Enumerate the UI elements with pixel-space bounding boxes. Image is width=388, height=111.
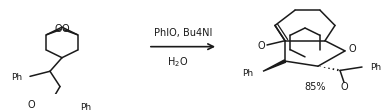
Text: O: O [348,44,356,54]
Text: O: O [27,100,35,110]
Text: Ph: Ph [11,73,22,82]
Text: O: O [257,41,265,51]
Text: PhIO, Bu4NI: PhIO, Bu4NI [154,28,212,38]
Text: Ph: Ph [370,62,381,71]
Text: Ph: Ph [80,103,91,111]
Text: O: O [62,24,69,34]
Text: 85%: 85% [304,82,326,92]
Text: Ph: Ph [242,69,253,78]
Text: O: O [55,24,62,34]
Text: H$_2$O: H$_2$O [167,55,189,69]
Polygon shape [263,60,286,71]
Text: O: O [340,82,348,92]
